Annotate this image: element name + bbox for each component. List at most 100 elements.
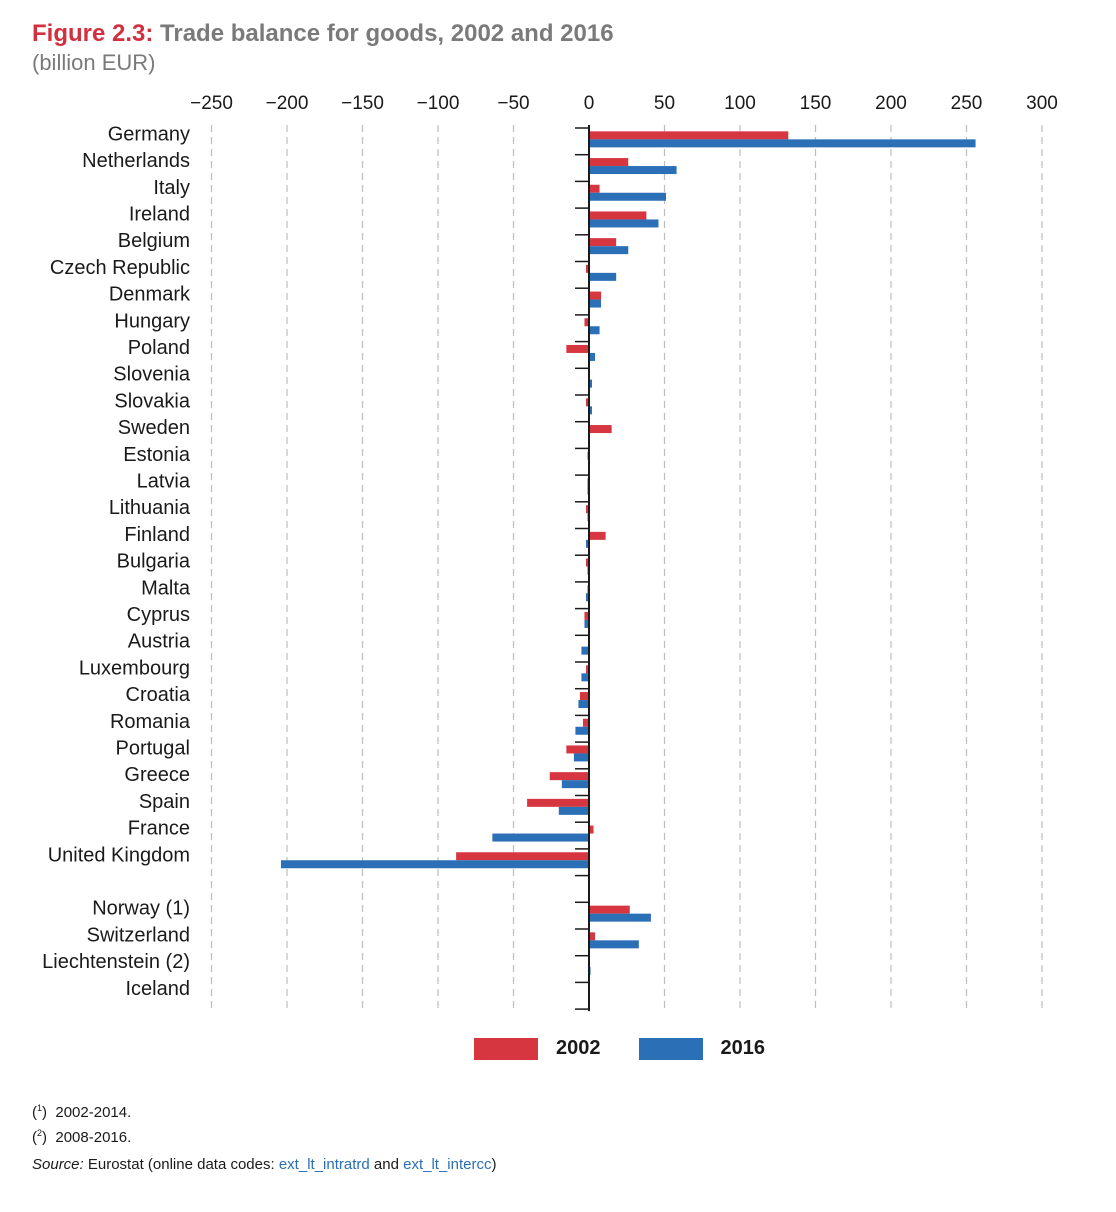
legend-label-2002: 2002 (556, 1037, 601, 1059)
title-text: Trade balance for goods, 2002 and 2016 (160, 20, 614, 47)
data-code-link-2[interactable]: ext_lt_intercc (403, 1156, 492, 1173)
category-label: Lithuania (109, 497, 191, 519)
legend-swatch-2016 (638, 1037, 703, 1060)
legend-swatch-2002 (474, 1037, 538, 1060)
x-tick-label: 300 (1026, 93, 1058, 114)
category-label: Italy (153, 177, 190, 199)
bar-2002 (589, 211, 647, 220)
bar-2002 (582, 718, 589, 727)
bar-2016 (585, 593, 589, 602)
category-label: Liechtenstein (2) (42, 951, 190, 973)
x-tick-label: 200 (875, 93, 907, 114)
bar-2016 (581, 646, 589, 655)
bar-2016 (589, 192, 667, 201)
bar-2002 (585, 665, 589, 674)
x-tick-label: 100 (724, 93, 756, 114)
legend-item-2016: 2016 (638, 1037, 766, 1060)
category-label: Germany (108, 123, 190, 145)
bar-2016 (589, 139, 976, 148)
bar-2002 (566, 344, 589, 353)
bar-2002 (585, 558, 589, 567)
bar-2002 (549, 772, 589, 781)
footnote-1: (1) 2002-2014. (32, 1103, 132, 1121)
category-label: Ireland (129, 203, 190, 225)
bar-2016 (589, 246, 629, 255)
legend-label-2016: 2016 (720, 1037, 766, 1059)
legend: 2002 2016 (474, 1037, 803, 1060)
category-label: Luxembourg (79, 657, 190, 679)
x-tick-label: −150 (341, 93, 384, 114)
bar-2002 (456, 852, 589, 861)
bar-2002 (589, 932, 596, 941)
bar-2016 (589, 940, 639, 949)
x-tick-label: 250 (951, 93, 983, 114)
category-label: Norway (1) (92, 898, 190, 920)
bar-2016 (573, 753, 589, 762)
bar-2016 (558, 806, 589, 815)
bar-2002 (589, 158, 629, 167)
bar-2016 (589, 352, 596, 361)
footnote-2: (2) 2008-2016. (32, 1128, 132, 1146)
x-tick-label: 150 (800, 93, 832, 114)
bar-2002 (527, 798, 589, 807)
category-label: France (128, 818, 190, 840)
category-label: Estonia (123, 444, 191, 466)
bar-2016 (561, 780, 589, 789)
bar-2002 (584, 611, 589, 620)
category-label: Portugal (116, 737, 191, 759)
chart-subtitle: (billion EUR) (32, 50, 156, 75)
category-label: Hungary (114, 310, 190, 332)
bar-2002 (589, 905, 630, 914)
category-label: Bulgaria (117, 551, 191, 573)
bar-2016 (589, 166, 677, 175)
data-code-link-1[interactable]: ext_lt_intratrd (278, 1156, 370, 1173)
x-tick-label: −50 (497, 93, 529, 114)
legend-item-2002: 2002 (474, 1037, 601, 1060)
x-tick-label: 50 (654, 93, 675, 114)
bar-2002 (585, 505, 589, 514)
category-label: Slovenia (113, 364, 191, 386)
category-label: Slovakia (114, 390, 190, 412)
bar-2002 (585, 398, 589, 407)
bar-2016 (589, 379, 593, 388)
category-label: Poland (128, 337, 190, 359)
x-tick-label: −100 (417, 93, 460, 114)
category-label: Belgium (118, 230, 190, 252)
bar-2016 (589, 219, 659, 228)
category-label: Netherlands (82, 150, 190, 172)
category-label: Switzerland (87, 924, 190, 946)
bar-2016 (581, 673, 589, 682)
category-label: Czech Republic (50, 257, 190, 279)
category-label: Austria (128, 631, 191, 653)
source-line: Source: Eurostat (online data codes: ext… (32, 1156, 497, 1173)
bar-chart: −250 −200 −150 −100 −50 0 50 100 150 200 250 300 Ger… (42, 93, 1058, 1012)
category-label: Greece (124, 764, 190, 786)
x-tick-label: 0 (584, 93, 595, 114)
category-label: Denmark (109, 284, 191, 306)
bar-2002 (585, 264, 589, 273)
x-tick-label: −250 (190, 93, 233, 114)
category-label: Iceland (126, 978, 191, 1000)
bar-2016 (589, 326, 600, 335)
bar-2002 (566, 745, 589, 754)
category-label: Cyprus (127, 604, 190, 626)
bar-2016 (589, 913, 651, 922)
bar-2016 (575, 726, 589, 735)
category-label: Croatia (126, 684, 191, 706)
bar-2002 (589, 291, 602, 300)
bar-2002 (589, 184, 600, 193)
category-label: Spain (139, 791, 190, 813)
x-tick-label: −200 (266, 93, 309, 114)
category-label: Latvia (137, 470, 191, 492)
footnotes: (1) 2002-2014. (2) 2008-2016. Source: Eu… (32, 1098, 496, 1175)
bar-2016 (584, 619, 589, 628)
figure-label: Figure 2.3: (32, 20, 154, 47)
bar-2002 (589, 131, 789, 140)
bar-2016 (492, 833, 589, 842)
bar-2016 (585, 539, 589, 548)
bar-2002 (589, 825, 594, 834)
bar-2016 (280, 860, 589, 869)
category-label: Malta (141, 577, 191, 599)
bar-2016 (578, 700, 589, 709)
bar-2002 (589, 238, 617, 247)
